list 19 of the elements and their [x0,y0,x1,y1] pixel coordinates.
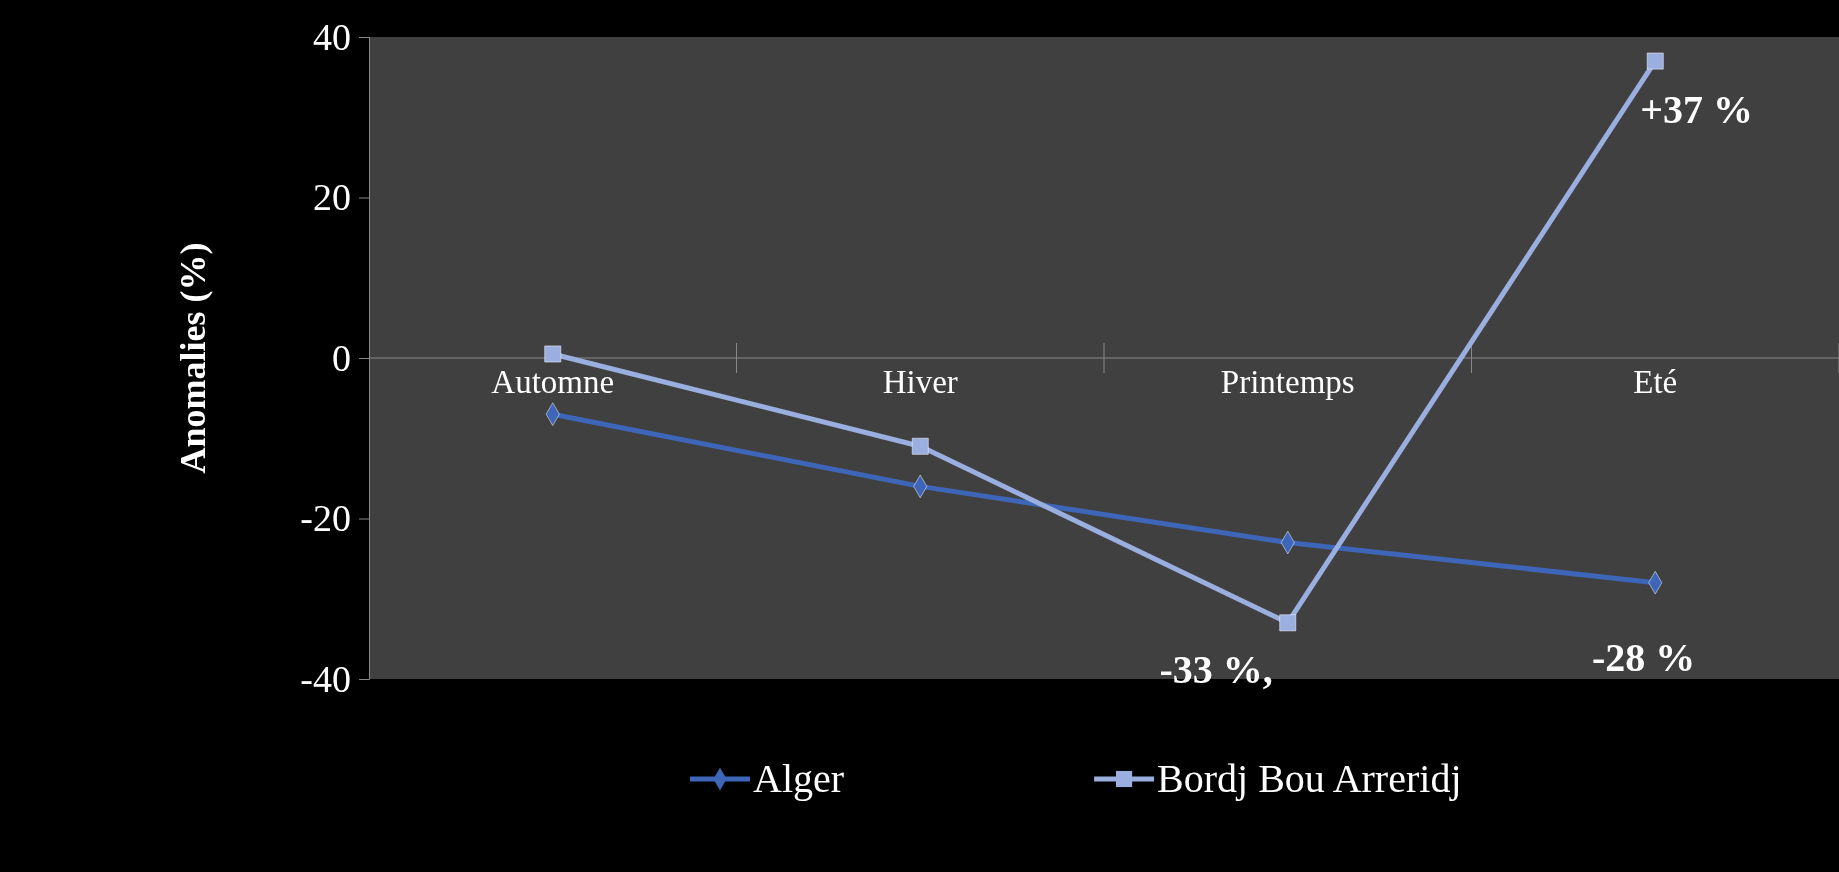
annotation: -28 % [1591,634,1696,680]
point [544,345,562,363]
annotation: +37 % [1640,87,1754,133]
y-tick-label: -20 [300,497,351,540]
y-tick-label: 40 [313,15,351,58]
y-axis-title: Anomalies (%) [173,242,213,474]
x-tick-label: Automne [491,364,615,400]
x-tick-label: Hiver [882,364,958,400]
y-tick-label: -40 [300,657,351,700]
point [1646,52,1664,70]
x-tick-label: Printemps [1220,364,1355,400]
legend-label: Alger [753,756,845,801]
y-tick-label: 0 [332,336,351,379]
y-tick-label: 20 [313,176,351,219]
legend-label: Bordj Bou Arreridj [1157,756,1462,801]
point [911,437,929,455]
annotation: -33 %, [1159,646,1273,692]
point [1279,614,1297,632]
x-tick-label: Eté [1633,364,1678,400]
